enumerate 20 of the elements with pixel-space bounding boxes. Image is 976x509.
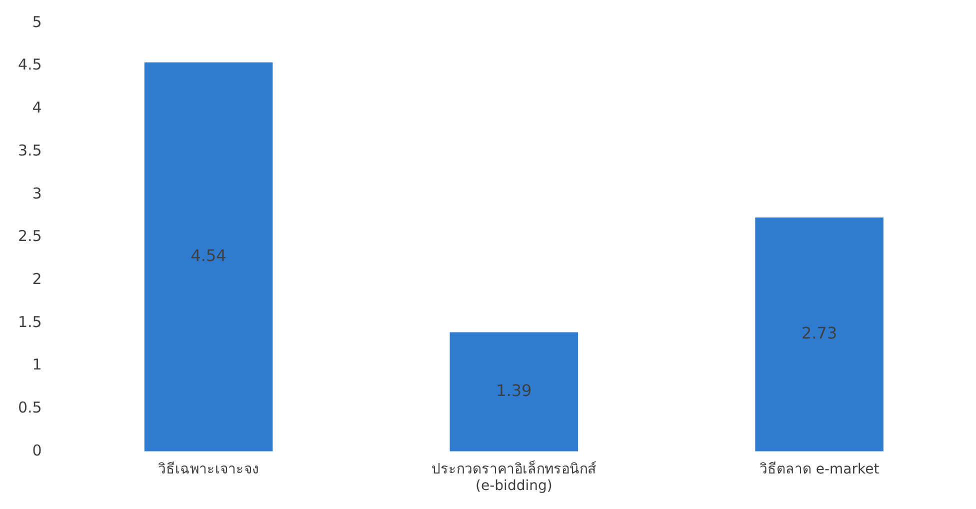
y-tick-label: 4.5	[18, 56, 42, 74]
y-tick-label: 1.5	[18, 312, 42, 331]
y-tick-label: 3.5	[18, 141, 42, 160]
bar	[755, 217, 884, 452]
y-tick-label: 1	[32, 356, 42, 374]
x-tick-label: วิธีตลาด e-market	[759, 461, 880, 478]
y-tick-label: 3	[32, 184, 42, 202]
bar	[144, 62, 273, 452]
y-tick-label: 0.5	[18, 398, 42, 416]
x-tick-label: วิธีเฉพาะเจาะจง	[158, 461, 260, 478]
data-label: 1.39	[496, 381, 532, 400]
x-tick-label: ประกวดราคาอิเล็กทรอนิกส์ (e-bidding)	[431, 459, 596, 494]
y-tick-label: 0	[32, 441, 42, 460]
bar	[450, 332, 578, 452]
data-label: 4.54	[190, 246, 226, 266]
y-tick-label: 2	[32, 270, 42, 288]
y-tick-label: 2.5	[18, 227, 42, 246]
y-tick-label: 4	[32, 98, 42, 117]
data-label: 2.73	[801, 324, 838, 343]
y-tick-label: 5	[32, 12, 42, 31]
